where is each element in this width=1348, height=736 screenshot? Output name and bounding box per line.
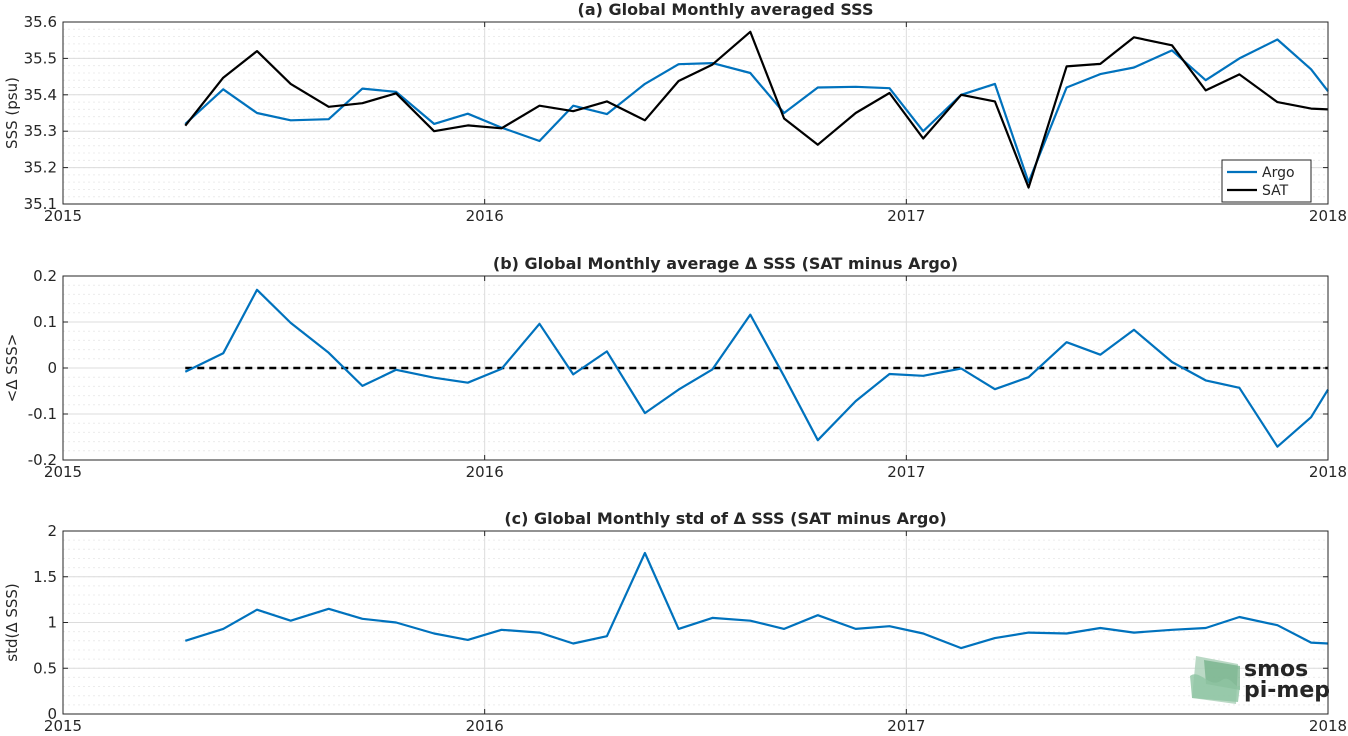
- panel-2: -0.2 -0.1 0 0.1 0.2 2015 2016 2017 2018 (b) Globa…: [3, 254, 1347, 481]
- y-tick-label: 35.5: [24, 49, 57, 67]
- y-axis-label: SSS (psu): [3, 77, 21, 149]
- x-tick-label: 2016: [466, 717, 504, 735]
- legend-box: [1221, 159, 1312, 203]
- x-tick-label: 2015: [44, 207, 82, 225]
- x-tick-label: 2018: [1309, 207, 1347, 225]
- y-tick-label: -0.1: [28, 405, 57, 423]
- x-tick-label: 2017: [887, 207, 925, 225]
- y-tick-label: 0.1: [33, 313, 57, 331]
- y-tick-label: 35.3: [24, 122, 57, 140]
- chart-title: (c) Global Monthly std of Δ SSS (SAT min…: [504, 509, 946, 528]
- y-tick-label: 35.6: [24, 13, 57, 31]
- series-line-1: [184, 288, 1329, 448]
- legend-label: Argo: [1262, 165, 1295, 181]
- y-tick-label: 2: [47, 522, 57, 540]
- series-line-1: [184, 551, 1329, 650]
- chart-panels: 35.1 35.2 35.3 35.4 35.5 35.6 2015 2016 2017 2018…: [3, 0, 1347, 735]
- x-tick-label: 2016: [466, 207, 504, 225]
- smos-pi-mep-logo: smos pi-mep: [1190, 656, 1330, 704]
- axes-box: [62, 21, 1329, 205]
- y-tick-label: 0: [47, 705, 57, 723]
- legend: Argo SAT: [1221, 159, 1312, 203]
- y-tick-label: 35.2: [24, 159, 57, 177]
- series-line-argo: [184, 38, 1329, 184]
- x-tick-label: 2016: [466, 463, 504, 481]
- y-tick-label: 0.2: [33, 267, 57, 285]
- y-axis-label: <Δ SSS>: [3, 334, 21, 403]
- y-tick-label: 1: [47, 614, 57, 632]
- axes-box: [62, 275, 1329, 461]
- plot-area: [63, 22, 1328, 204]
- x-tick-label: 2017: [887, 717, 925, 735]
- legend-label: SAT: [1262, 183, 1289, 199]
- panel-3: 0 0.5 1 1.5 2 2015 2016 2017 2018 (c) Global Mont…: [3, 509, 1347, 735]
- y-tick-label: 0.5: [33, 659, 57, 677]
- panel-1: 35.1 35.2 35.3 35.4 35.5 35.6 2015 2016 2017 2018…: [3, 0, 1347, 225]
- chart-title: (a) Global Monthly averaged SSS: [578, 0, 874, 19]
- y-tick-label: 0: [47, 359, 57, 377]
- y-tick-label: 35.4: [24, 86, 57, 104]
- x-tick-label: 2018: [1309, 717, 1347, 735]
- series-line-sat: [184, 30, 1329, 189]
- logo-line-1: smos: [1244, 657, 1308, 682]
- y-tick-label: 35.1: [24, 195, 57, 213]
- x-tick-label: 2018: [1309, 463, 1347, 481]
- chart-title: (b) Global Monthly average Δ SSS (SAT mi…: [493, 254, 958, 273]
- y-tick-label: -0.2: [28, 451, 57, 469]
- y-tick-label: 1.5: [33, 568, 57, 586]
- x-tick-label: 2017: [887, 463, 925, 481]
- x-tick-label: 2015: [44, 717, 82, 735]
- logo-line-2: pi-mep: [1244, 678, 1330, 703]
- axes-box: [62, 530, 1329, 715]
- x-tick-label: 2015: [44, 463, 82, 481]
- y-axis-label: std(Δ SSS): [3, 583, 21, 662]
